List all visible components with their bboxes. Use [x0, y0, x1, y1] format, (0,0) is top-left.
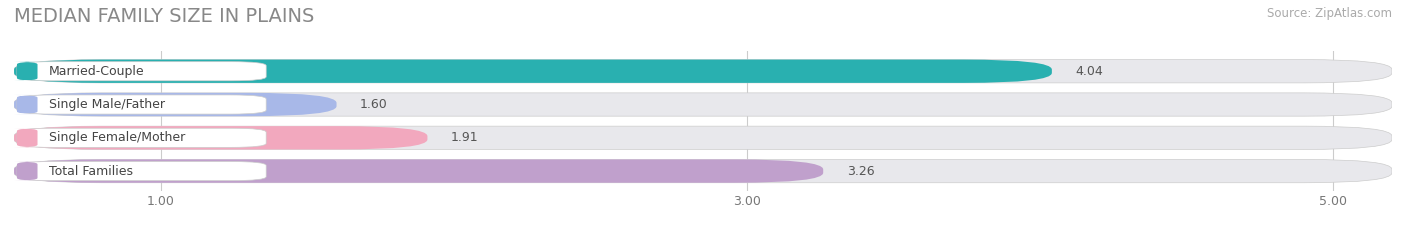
Text: 1.60: 1.60 [360, 98, 388, 111]
FancyBboxPatch shape [14, 128, 41, 147]
FancyBboxPatch shape [14, 62, 41, 81]
FancyBboxPatch shape [17, 161, 266, 181]
FancyBboxPatch shape [17, 95, 266, 114]
Text: Single Male/Father: Single Male/Father [49, 98, 166, 111]
FancyBboxPatch shape [14, 95, 41, 114]
Text: Total Families: Total Families [49, 164, 134, 178]
FancyBboxPatch shape [14, 161, 41, 181]
Text: 4.04: 4.04 [1076, 65, 1104, 78]
FancyBboxPatch shape [14, 93, 336, 116]
Text: 1.91: 1.91 [451, 131, 478, 144]
Text: MEDIAN FAMILY SIZE IN PLAINS: MEDIAN FAMILY SIZE IN PLAINS [14, 7, 315, 26]
FancyBboxPatch shape [14, 159, 823, 183]
FancyBboxPatch shape [14, 60, 1052, 83]
FancyBboxPatch shape [14, 126, 1392, 149]
FancyBboxPatch shape [17, 62, 266, 81]
FancyBboxPatch shape [14, 60, 1392, 83]
Text: Married-Couple: Married-Couple [49, 65, 145, 78]
FancyBboxPatch shape [14, 159, 1392, 183]
Text: Source: ZipAtlas.com: Source: ZipAtlas.com [1267, 7, 1392, 20]
FancyBboxPatch shape [14, 126, 427, 149]
FancyBboxPatch shape [17, 128, 266, 147]
Text: Single Female/Mother: Single Female/Mother [49, 131, 186, 144]
FancyBboxPatch shape [14, 93, 1392, 116]
Text: 3.26: 3.26 [846, 164, 875, 178]
